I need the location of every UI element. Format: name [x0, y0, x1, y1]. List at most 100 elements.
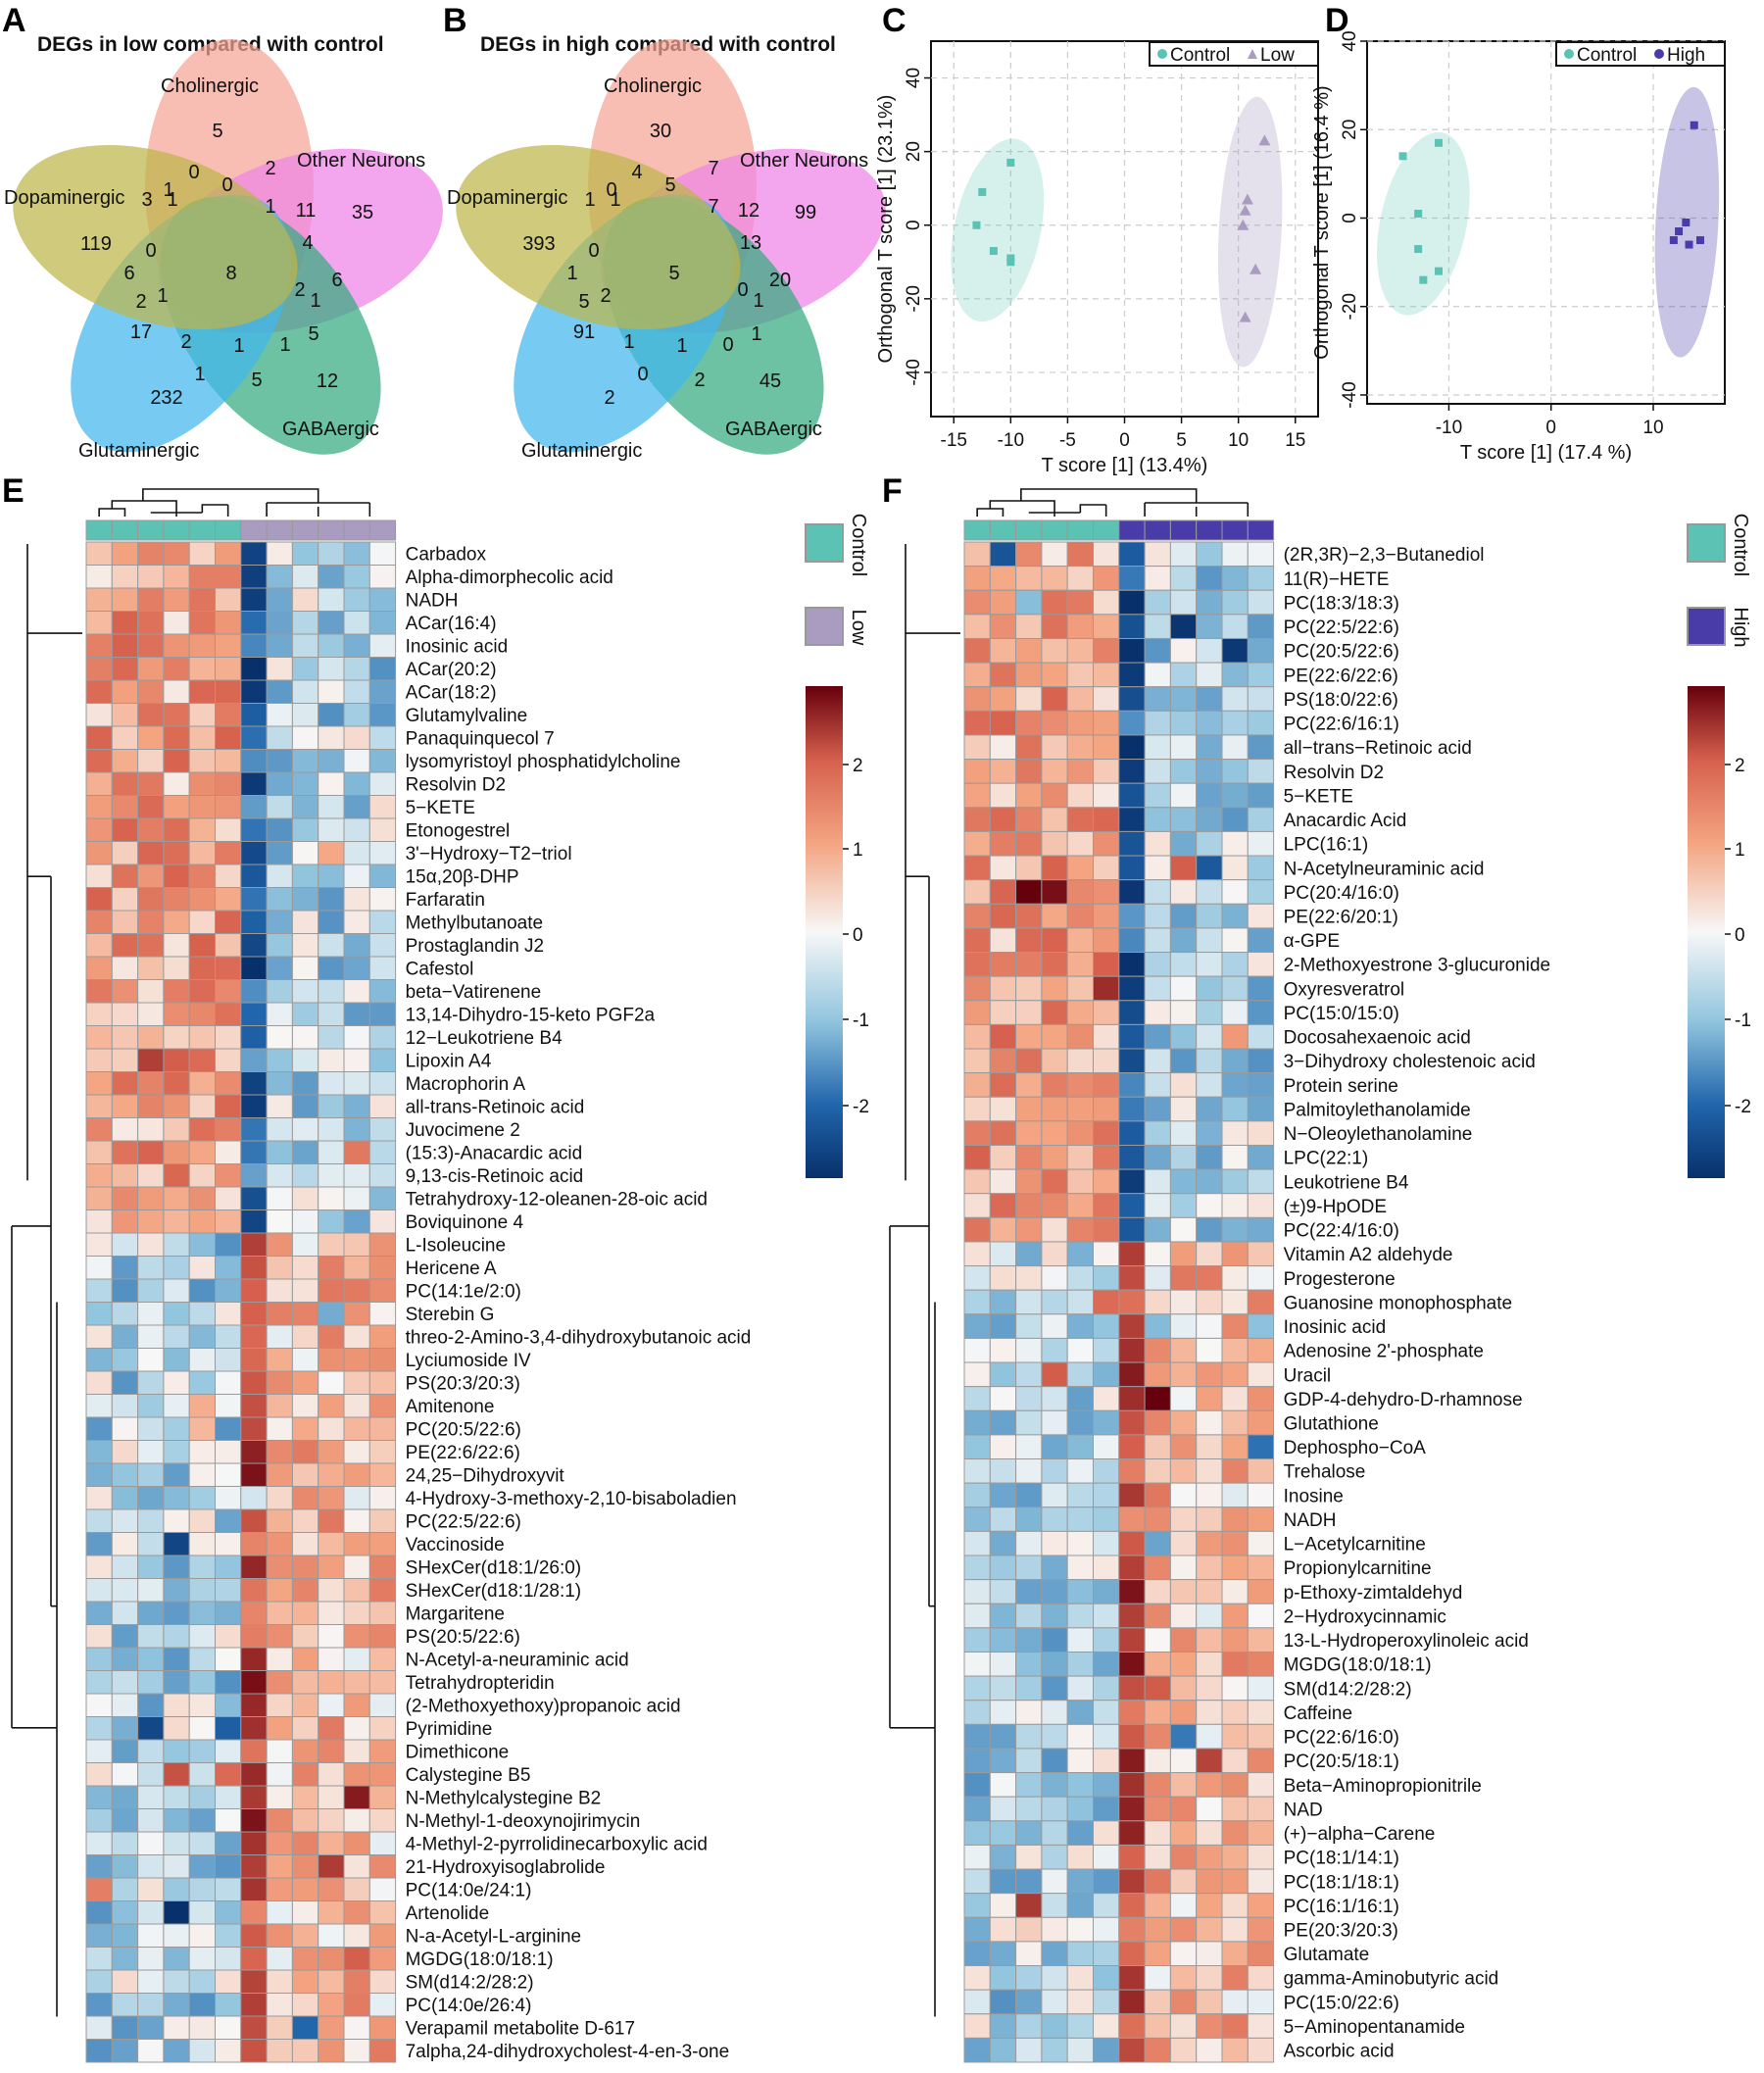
heatmap-cell — [163, 1232, 190, 1257]
heatmap-cell — [85, 1486, 113, 1510]
heatmap-cell — [989, 782, 1017, 809]
heatmap-cell — [318, 1094, 345, 1118]
heatmap-cell — [963, 1361, 991, 1388]
heatmap-cell — [215, 956, 242, 980]
heatmap-cell — [318, 1693, 345, 1717]
heatmap-cell — [111, 933, 139, 958]
heatmap-cell — [215, 887, 242, 912]
x-tick-label: -5 — [1059, 430, 1076, 451]
heatmap-row-label: Inosinic acid — [406, 636, 509, 657]
heatmap-cell — [1093, 927, 1120, 954]
heatmap-cell — [963, 1868, 991, 1895]
heatmap-cell — [111, 1486, 139, 1510]
heatmap-cell — [1093, 1386, 1120, 1411]
heatmap-cell — [163, 1647, 190, 1671]
x-tick-label: -15 — [941, 430, 967, 451]
heatmap-cell — [1015, 927, 1043, 954]
heatmap-cell — [1221, 1627, 1249, 1653]
heatmap-cell — [1041, 1265, 1068, 1291]
heatmap-cell — [266, 1670, 293, 1695]
panel-letter-b: B — [443, 2, 467, 39]
heatmap-row-label: Sterebin G — [406, 1305, 495, 1325]
heatmap-cell — [85, 1302, 113, 1326]
heatmap-cell — [111, 956, 139, 980]
heatmap-cell — [1247, 2037, 1275, 2063]
heatmap-row-label: Dephospho−CoA — [1284, 1438, 1427, 1458]
heatmap-cell — [1118, 1265, 1146, 1291]
heatmap-cell — [318, 887, 345, 912]
heatmap-row-label: PS(20:3/20:3) — [406, 1373, 520, 1394]
heatmap-cell — [368, 1555, 397, 1579]
heatmap-row-label: LPC(16:1) — [1284, 835, 1369, 856]
heatmap-cell — [240, 1993, 268, 2017]
heatmap-cell — [1247, 1482, 1275, 1508]
heatmap-cell — [1041, 1193, 1068, 1218]
heatmap-row-label: 9,13-cis-Retinoic acid — [406, 1166, 584, 1187]
heatmap-cell — [1015, 1723, 1043, 1750]
heatmap-cell — [1118, 1458, 1146, 1484]
heatmap-cell — [989, 1627, 1017, 1653]
heatmap-cell — [1221, 927, 1249, 954]
heatmap-cell — [1221, 1144, 1249, 1170]
heatmap-cell — [1015, 879, 1043, 905]
heatmap-cell — [137, 749, 165, 773]
heatmap-cell — [963, 1555, 991, 1581]
color-scale-bar — [806, 686, 843, 1178]
heatmap-cell — [215, 1762, 242, 1787]
heatmap-cell — [963, 903, 991, 929]
heatmap-cell — [137, 1808, 165, 1833]
heatmap-cell — [215, 1670, 242, 1695]
heatmap-cell — [163, 1808, 190, 1833]
heatmap-row-label: NADH — [1284, 1510, 1337, 1531]
heatmap-cell — [1041, 1916, 1068, 1943]
heatmap-cell — [1118, 1072, 1146, 1098]
heatmap-cell — [1221, 1844, 1249, 1870]
heatmap-row-label: Vaccinoside — [406, 1535, 505, 1555]
heatmap-cell — [989, 855, 1017, 881]
heatmap-cell — [85, 1578, 113, 1603]
heatmap-cell — [215, 1486, 242, 1510]
heatmap-cell — [188, 749, 216, 773]
heatmap-cell — [343, 1256, 370, 1280]
heatmap-cell — [215, 1140, 242, 1164]
heatmap-cell — [963, 1216, 991, 1243]
heatmap-cell — [1093, 1748, 1120, 1774]
venn-count: 1 — [753, 290, 763, 312]
heatmap-row-label: 12−Leukotriene B4 — [406, 1028, 563, 1049]
heatmap-cell — [240, 1808, 268, 1833]
heatmap-cell — [1221, 807, 1249, 832]
heatmap-cell — [163, 657, 190, 681]
heatmap-cell — [291, 1416, 319, 1441]
heatmap-cell — [1247, 1868, 1275, 1895]
heatmap-cell — [1144, 1820, 1171, 1846]
heatmap-cell — [1247, 1216, 1275, 1243]
heatmap-cell — [240, 979, 268, 1004]
heatmap-row-label: p-Ethoxy-zimtaldehyd — [1284, 1583, 1463, 1604]
heatmap-cell — [1247, 1337, 1275, 1363]
venn-set-label: Cholinergic — [161, 75, 259, 97]
heatmap-cell — [188, 1302, 216, 1326]
heatmap-cell — [343, 1578, 370, 1603]
heatmap-cell — [1041, 1434, 1068, 1460]
heatmap-cell — [1118, 1048, 1146, 1074]
heatmap-cell — [1196, 1337, 1223, 1363]
venn-count: 1 — [751, 323, 761, 345]
venn-count: 45 — [760, 370, 781, 392]
heatmap-cell — [368, 1002, 397, 1026]
heatmap-cell — [1093, 1023, 1120, 1050]
heatmap-row-label: Macrophorin A — [406, 1074, 526, 1095]
heatmap-cell — [1118, 2037, 1146, 2063]
heatmap-cell — [163, 1048, 190, 1072]
heatmap-cell — [111, 1670, 139, 1695]
heatmap-cell — [266, 1762, 293, 1787]
column-dendrogram — [976, 488, 1250, 517]
heatmap-cell — [989, 1144, 1017, 1170]
heatmap-cell — [1144, 1168, 1171, 1195]
venn-count: 1 — [233, 335, 244, 357]
heatmap-row-label: Trehalose — [1284, 1462, 1366, 1483]
heatmap-cell — [111, 703, 139, 727]
heatmap-cell — [1196, 855, 1223, 881]
color-scale-tick-label: 1 — [853, 840, 863, 861]
venn-count: 393 — [522, 233, 555, 255]
